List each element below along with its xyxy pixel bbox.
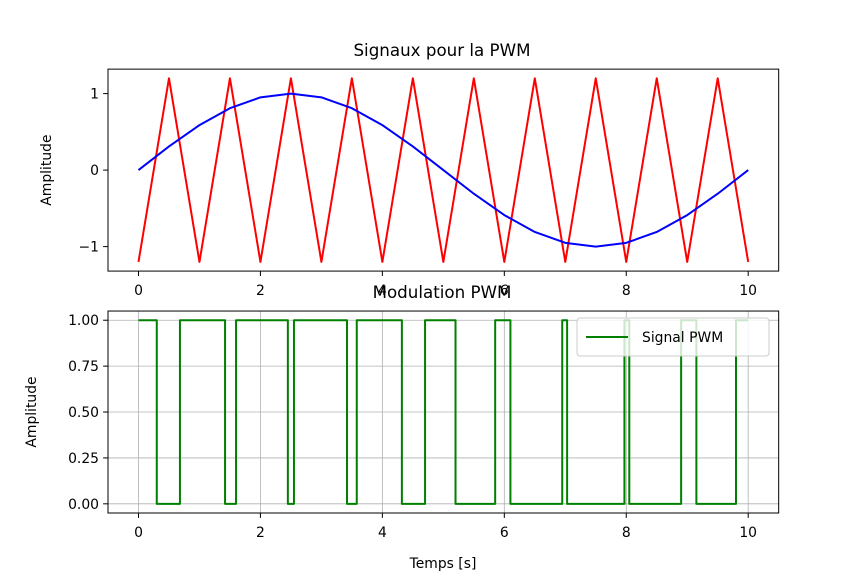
top-series-line-sine [137,92,749,248]
y-tick-label: 0.75 [68,359,99,375]
y-tick-label: 1 [90,87,99,103]
x-tick-label: 6 [500,525,509,541]
y-tick-label: −1 [79,240,99,256]
x-tick-label: 8 [622,525,631,541]
x-tick-label: 6 [500,283,509,299]
top-ticks: 0 2 4 6 8 10 −1 0 1 [79,87,758,299]
bottom-y-axis-label: Amplitude [24,376,40,447]
x-tick-label: 0 [134,283,143,299]
bottom-ticks: 0 2 4 6 8 10 0.00 0.25 0.50 0.75 1.00 [68,313,757,541]
x-tick-label: 2 [256,525,265,541]
top-series-line-triangle [137,77,750,263]
bottom-series-line-signal-pwm [138,319,749,505]
legend-label: Signal PWM [642,330,723,346]
x-tick-label: 2 [256,283,265,299]
y-tick-label: 1.00 [68,313,99,329]
y-tick-label: 0.50 [68,405,99,421]
bottom-plot-area [138,319,749,505]
legend: Signal PWM [576,317,770,357]
x-tick-label: 10 [739,283,757,299]
y-tick-label: 0.25 [68,451,99,467]
bottom-chart-title: Modulation PWM [373,282,512,302]
x-tick-label: 4 [378,525,387,541]
x-tick-label: 8 [622,283,631,299]
bottom-x-axis-label: Temps [s] [409,556,477,572]
y-tick-label: 0.00 [68,497,99,513]
x-tick-label: 10 [739,525,757,541]
bottom-axes: Modulation PWM 0 2 4 6 8 10 0.00 0.25 0.50 0.75 1.… [24,282,780,572]
top-axes: Signaux pour la PWM 0 2 4 6 8 10 −1 0 1 Amplitud… [39,40,780,299]
top-y-axis-label: Amplitude [39,135,55,206]
y-tick-label: 0 [90,163,99,179]
top-chart-title: Signaux pour la PWM [353,40,530,60]
legend-box [576,317,770,357]
top-plot-area [137,77,750,263]
x-tick-label: 4 [378,283,387,299]
x-tick-label: 0 [134,525,143,541]
